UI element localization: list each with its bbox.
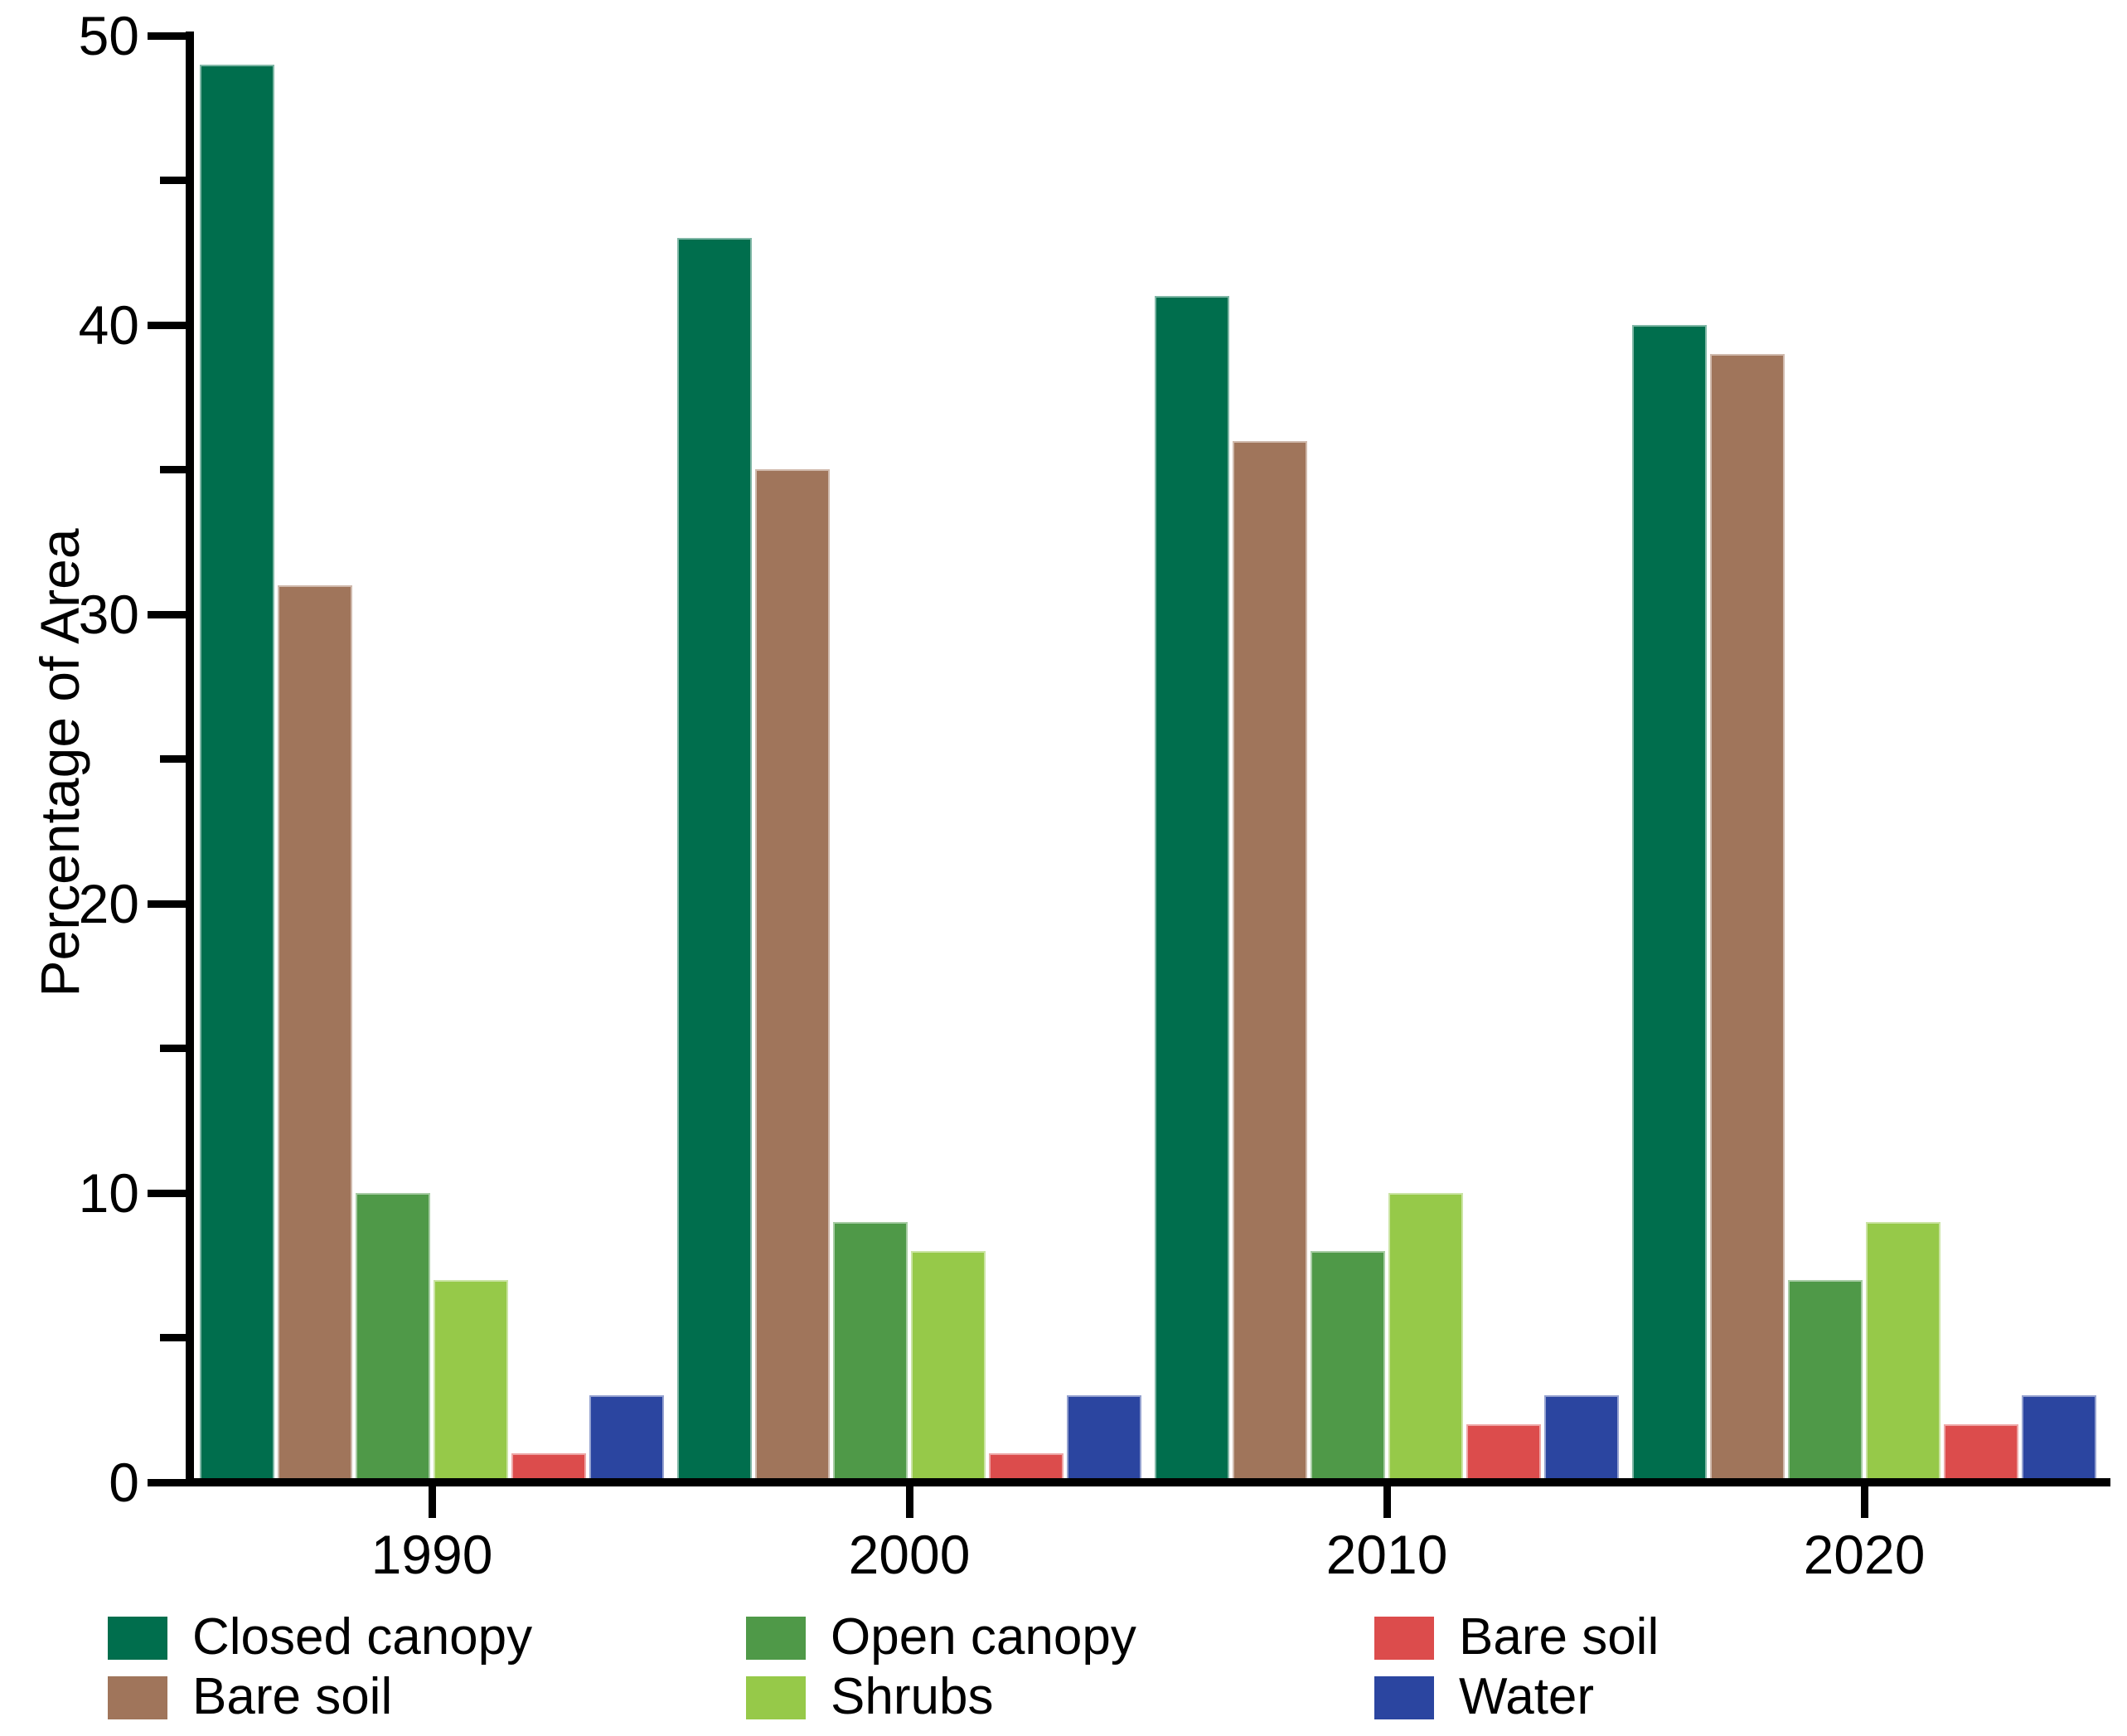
x-tick-label-2020: 2020 xyxy=(1803,1524,1926,1585)
y-tick-label: 30 xyxy=(78,584,139,645)
y-minor-tick xyxy=(160,1045,186,1052)
bar-bare-soil-brown-2000 xyxy=(755,469,830,1482)
y-major-tick xyxy=(148,610,186,618)
y-major-tick xyxy=(148,32,186,40)
y-tick-label: 0 xyxy=(109,1452,139,1513)
bar-shrubs-2020 xyxy=(1866,1222,1940,1482)
bar-water-2010 xyxy=(1544,1395,1619,1482)
y-tick-label: 10 xyxy=(78,1162,139,1224)
x-tick xyxy=(1860,1486,1868,1518)
y-minor-tick xyxy=(160,466,186,473)
bar-closed-canopy-2010 xyxy=(1155,296,1229,1482)
bar-open-canopy-2020 xyxy=(1788,1280,1863,1482)
bar-bare-soil-red-2010 xyxy=(1466,1424,1541,1482)
bar-shrubs-1990 xyxy=(434,1280,508,1482)
y-major-tick xyxy=(148,900,186,908)
x-tick-label-1990: 1990 xyxy=(371,1524,493,1585)
legend-swatch-open-canopy xyxy=(746,1617,806,1660)
legend-label-shrubs: Shrubs xyxy=(831,1668,994,1725)
legend-label-closed-canopy: Closed canopy xyxy=(192,1608,533,1666)
legend-swatch-water xyxy=(1374,1676,1434,1719)
x-tick-label-2000: 2000 xyxy=(848,1524,971,1585)
y-minor-tick xyxy=(160,177,186,184)
bar-open-canopy-1990 xyxy=(356,1193,430,1482)
bar-water-2020 xyxy=(2022,1395,2096,1482)
y-minor-tick xyxy=(160,1334,186,1341)
x-tick xyxy=(1383,1486,1391,1518)
y-tick-label: 50 xyxy=(78,5,139,66)
y-major-tick xyxy=(148,321,186,329)
bar-shrubs-2010 xyxy=(1388,1193,1463,1482)
bar-open-canopy-2010 xyxy=(1311,1251,1385,1482)
legend-swatch-bare-soil-brown xyxy=(108,1676,167,1719)
x-tick xyxy=(428,1486,436,1518)
legend-swatch-shrubs xyxy=(746,1676,806,1719)
bar-closed-canopy-2020 xyxy=(1632,325,1707,1482)
y-minor-tick xyxy=(160,755,186,763)
bar-bare-soil-brown-2020 xyxy=(1710,354,1785,1482)
y-tick-label: 20 xyxy=(78,873,139,934)
y-tick-label: 40 xyxy=(78,294,139,356)
bar-bare-soil-red-1990 xyxy=(511,1453,586,1482)
y-major-tick xyxy=(148,1189,186,1197)
legend-label-bare-soil-brown: Bare soil xyxy=(192,1668,393,1725)
legend-swatch-bare-soil-red xyxy=(1374,1617,1434,1660)
bar-closed-canopy-1990 xyxy=(200,65,274,1482)
x-tick-label-2010: 2010 xyxy=(1325,1524,1448,1585)
bar-shrubs-2000 xyxy=(911,1251,986,1482)
bar-water-1990 xyxy=(589,1395,664,1482)
y-axis-line xyxy=(186,32,194,1486)
bar-bare-soil-red-2000 xyxy=(989,1453,1064,1482)
bar-bare-soil-brown-2010 xyxy=(1233,441,1307,1482)
y-major-tick xyxy=(148,1478,186,1486)
bar-closed-canopy-2000 xyxy=(677,238,752,1482)
bar-water-2000 xyxy=(1067,1395,1141,1482)
x-tick xyxy=(905,1486,913,1518)
bar-bare-soil-red-2020 xyxy=(1944,1424,2018,1482)
legend-swatch-closed-canopy xyxy=(108,1617,167,1660)
bar-open-canopy-2000 xyxy=(833,1222,908,1482)
legend-label-open-canopy: Open canopy xyxy=(831,1608,1136,1666)
x-axis-line xyxy=(186,1478,2110,1486)
legend-label-water: Water xyxy=(1459,1668,1595,1725)
legend-label-bare-soil-red: Bare soil xyxy=(1459,1608,1659,1666)
bar-bare-soil-brown-1990 xyxy=(278,585,352,1482)
